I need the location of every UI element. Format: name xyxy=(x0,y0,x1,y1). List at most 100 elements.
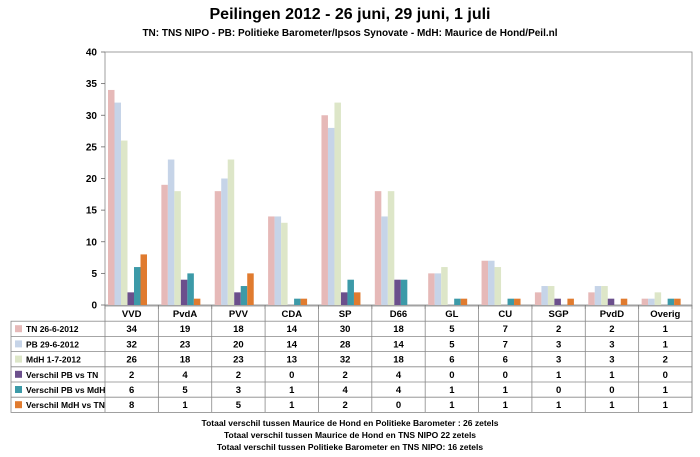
data-label: 1 xyxy=(503,385,509,396)
data-label: 14 xyxy=(286,339,297,350)
bar xyxy=(300,298,308,305)
x-tick-label: SGP xyxy=(549,309,570,320)
legend-label: Verschil PB vs TN xyxy=(26,370,98,380)
data-label: 7 xyxy=(503,324,508,335)
bar xyxy=(214,191,222,305)
data-label: 2 xyxy=(342,400,347,411)
bar xyxy=(234,292,241,305)
bar xyxy=(268,216,275,305)
x-tick-label: VVD xyxy=(122,309,142,320)
data-label: 13 xyxy=(286,355,297,366)
bar xyxy=(554,298,561,305)
data-label: 1 xyxy=(609,370,615,381)
data-label: 5 xyxy=(236,400,242,411)
data-label: 4 xyxy=(396,370,402,381)
y-tick-label: 10 xyxy=(86,237,98,248)
bar xyxy=(601,286,608,305)
legend-label: PB 29-6-2012 xyxy=(26,339,79,349)
bar xyxy=(221,178,228,305)
data-label: 5 xyxy=(449,339,455,350)
data-label: 1 xyxy=(663,339,669,350)
y-tick-label: 20 xyxy=(86,174,98,185)
bar xyxy=(167,159,175,305)
bar xyxy=(534,292,542,305)
bar xyxy=(114,102,121,305)
data-label: 32 xyxy=(340,355,351,366)
data-label: 5 xyxy=(449,324,455,335)
y-tick-label: 35 xyxy=(86,79,98,90)
y-tick-label: 5 xyxy=(91,269,97,280)
data-label: 6 xyxy=(503,355,508,366)
bar xyxy=(514,298,521,305)
bar xyxy=(321,115,328,305)
data-label: 19 xyxy=(180,324,191,335)
data-label: 5 xyxy=(182,385,188,396)
bar xyxy=(240,286,248,305)
data-label: 23 xyxy=(180,339,191,350)
bar xyxy=(588,292,595,305)
footer-line-1: Totaal verschil tussen Maurice de Hond e… xyxy=(201,418,499,428)
data-label: 0 xyxy=(663,370,668,381)
data-label: 3 xyxy=(556,355,561,366)
bar xyxy=(281,222,288,305)
bar xyxy=(648,298,655,305)
bar xyxy=(227,159,235,305)
bar xyxy=(594,286,602,305)
y-tick-label: 30 xyxy=(86,111,98,122)
bar xyxy=(454,298,461,305)
bar xyxy=(488,260,495,305)
data-label: 3 xyxy=(609,355,614,366)
bar xyxy=(381,216,388,305)
data-label: 1 xyxy=(556,400,562,411)
data-label: 18 xyxy=(180,355,191,366)
legend-swatch xyxy=(15,401,22,409)
legend-swatch xyxy=(15,370,22,378)
bar xyxy=(340,292,348,305)
bar xyxy=(387,191,395,305)
bar xyxy=(247,273,254,305)
data-label: 1 xyxy=(663,324,669,335)
data-label: 1 xyxy=(609,400,615,411)
data-label: 0 xyxy=(289,370,294,381)
y-tick-label: 0 xyxy=(91,301,97,312)
bar xyxy=(607,298,615,305)
legend-swatch xyxy=(15,325,22,333)
x-tick-label: CDA xyxy=(281,309,302,320)
bar xyxy=(374,191,382,305)
bar xyxy=(121,140,128,305)
bar xyxy=(654,292,662,305)
bar xyxy=(140,254,147,305)
data-label: 0 xyxy=(609,385,614,396)
bar xyxy=(620,298,628,305)
bar xyxy=(460,298,468,305)
data-label: 2 xyxy=(609,324,614,335)
data-label: 1 xyxy=(289,385,295,396)
bar xyxy=(108,89,115,305)
bar xyxy=(667,298,675,305)
data-label: 1 xyxy=(449,400,455,411)
data-label: 30 xyxy=(340,324,351,335)
data-label: 34 xyxy=(126,324,137,335)
x-tick-label: D66 xyxy=(390,309,407,320)
legend-swatch xyxy=(15,355,22,363)
data-label: 1 xyxy=(289,400,295,411)
data-label: 8 xyxy=(129,400,134,411)
x-tick-label: PvdA xyxy=(173,309,197,320)
x-tick-label: GL xyxy=(445,309,458,320)
data-label: 7 xyxy=(503,339,508,350)
data-label: 1 xyxy=(449,385,455,396)
bar xyxy=(441,267,448,305)
data-label: 1 xyxy=(663,400,669,411)
data-label: 28 xyxy=(340,339,351,350)
bar xyxy=(641,298,649,305)
data-label: 2 xyxy=(236,370,241,381)
bar xyxy=(434,273,442,305)
data-label: 1 xyxy=(556,370,562,381)
legend-swatch xyxy=(15,340,22,348)
bar xyxy=(541,286,548,305)
legend-swatch xyxy=(15,386,22,393)
data-label: 2 xyxy=(342,370,347,381)
chart-title: Peilingen 2012 - 26 juni, 29 juni, 1 jul… xyxy=(209,6,491,23)
bar xyxy=(327,127,335,306)
